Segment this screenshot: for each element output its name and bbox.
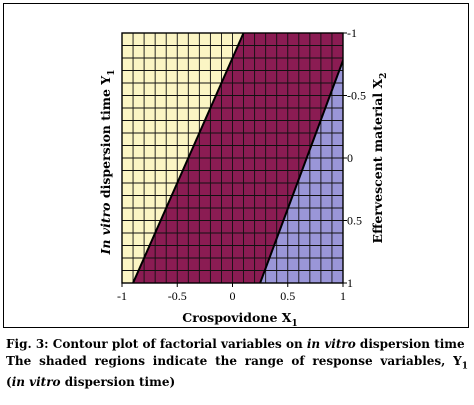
contour-boundary-2: [259, 57, 343, 283]
caption-line-1: Fig. 3: Contour plot of factorial variab…: [6, 337, 465, 351]
figure-caption: Fig. 3: Contour plot of factorial variab…: [6, 336, 468, 391]
y2-tick-label: -0.5: [347, 89, 366, 103]
x-axis-title: Crospovidone X1: [182, 310, 297, 329]
x-tick-label: -0.5: [168, 289, 187, 303]
caption-line-2: The shaded regions indicate the range of…: [6, 353, 468, 371]
contour-boundary-1: [131, 33, 245, 283]
region-high: [260, 60, 343, 283]
y2-axis-title: Effervescent material X2: [370, 73, 389, 244]
figure-frame: [3, 3, 469, 328]
x-tick-label: 0.5: [280, 289, 295, 303]
contour-plot: -1 -0.5 0 0.5 1 -1-0.500.51 Crospovidone X1 …: [98, 26, 389, 329]
y2-tick-label: 0: [347, 151, 353, 165]
y2-tick-label: 0.5: [347, 214, 362, 228]
x-tick-label: 0: [230, 289, 236, 303]
x-tick-label: -1: [117, 289, 127, 303]
y-axis-title: In vitro dispersion time Y1: [98, 70, 117, 256]
caption-line-3: (in vitro dispersion time): [6, 375, 176, 390]
y2-tick-label: -1: [347, 26, 357, 40]
y2-tick-label: 1: [347, 276, 353, 290]
x-tick-label: 1: [340, 289, 346, 303]
